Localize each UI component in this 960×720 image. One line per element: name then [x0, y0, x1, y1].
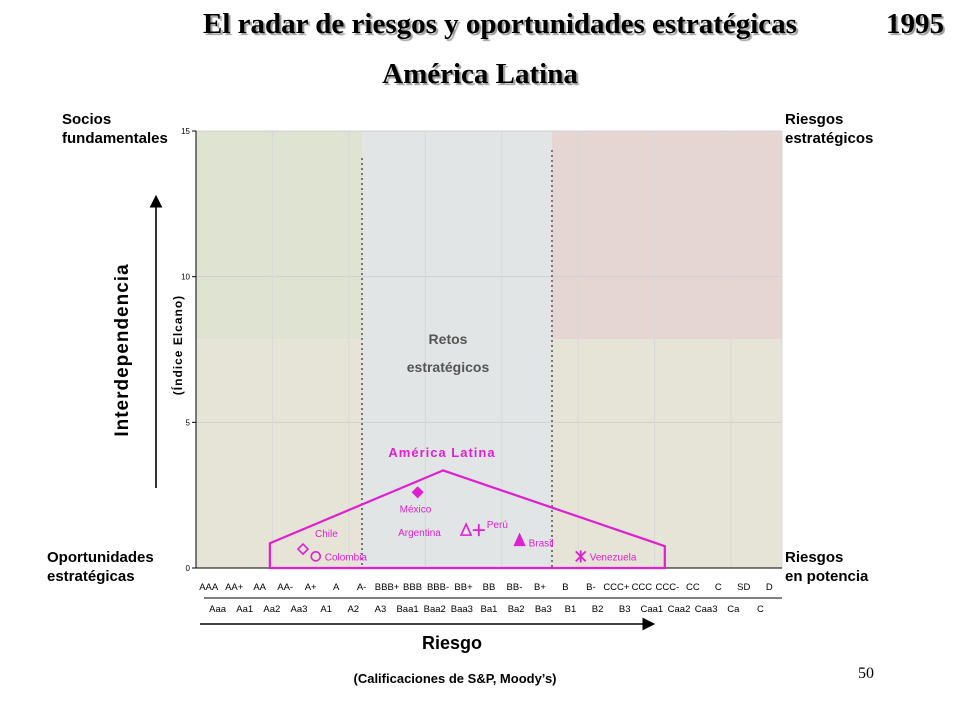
corner-label-top-right: Riesgos estratégicos: [785, 110, 873, 148]
point-label-argentina: Argentina: [398, 528, 441, 539]
region-socios-fundamentales: [196, 131, 362, 340]
x-tick-label-sp: B-: [586, 582, 596, 593]
x-tick-label-moodys: Aaa: [209, 604, 227, 615]
corner-label-bottom-left-line1: Oportunidades: [47, 549, 154, 566]
corner-label-bottom-right-line1: Riesgos: [785, 549, 844, 566]
x-tick-label-sp: AA+: [225, 582, 244, 593]
x-tick-label-moodys: B3: [619, 604, 631, 615]
chart-year: 1995: [886, 8, 944, 40]
x-tick-label-moodys: Baa1: [396, 604, 418, 615]
x-tick-label-sp: CCC: [632, 582, 653, 593]
point-label-chile: Chile: [315, 529, 338, 540]
chart-title: El radar de riesgos y oportunidades estr…: [203, 8, 797, 40]
point-marker-mexico: [411, 486, 424, 499]
x-tick-label-sp: D: [766, 582, 773, 593]
x-tick-label-sp: BB-: [507, 582, 523, 593]
x-tick-label-moodys: Ba1: [481, 604, 498, 615]
page-number: 50: [858, 665, 874, 682]
x-tick-label-sp: A-: [357, 582, 367, 593]
x-tick-label-moodys: C: [757, 604, 764, 615]
group-label: América Latina: [388, 445, 495, 460]
zone-label-retos-line2: estratégicos: [407, 359, 490, 375]
point-label-colombia: Colombia: [325, 552, 368, 563]
x-axis-sublabel: (Calificaciones de S&P, Moody’s): [354, 671, 557, 686]
region-oportunidades-estrategicas: [196, 339, 362, 568]
x-tick-label-sp: A+: [305, 582, 317, 593]
x-tick-label-sp: C: [715, 582, 722, 593]
x-tick-label-sp: BBB+: [375, 582, 400, 593]
point-marker-brasil: [513, 532, 526, 547]
zone-label-retos-line1: Retos: [429, 331, 468, 347]
x-tick-label-moodys: Baa2: [424, 604, 446, 615]
x-tick-label-sp: AAA: [199, 582, 219, 593]
corner-label-top-left: Socios fundamentales: [62, 110, 168, 148]
x-tick-label-sp: CC: [686, 582, 700, 593]
y-tick-label: 15: [181, 127, 190, 136]
chart-subtitle: América Latina: [382, 58, 578, 90]
corner-label-top-right-line2: estratégicos: [785, 130, 874, 147]
point-label-venezuela: Venezuela: [590, 552, 637, 563]
point-marker-colombia: [310, 551, 322, 562]
point-label-mexico: México: [400, 504, 432, 515]
corner-label-bottom-right-line2: en potencia: [785, 568, 869, 585]
point-marker-venezuela: [575, 550, 587, 563]
x-tick-label-sp: BBB-: [427, 582, 449, 593]
region-riesgos-estrategicos: [552, 131, 782, 340]
x-tick-label-sp: CCC-: [655, 582, 679, 593]
x-tick-label-sp: B+: [534, 582, 546, 593]
x-tick-label-sp: SD: [737, 582, 750, 593]
x-tick-label-sp: CCC+: [603, 582, 630, 593]
region-retos-estrategicos: [362, 131, 552, 568]
point-label-peru: Perú: [487, 520, 508, 531]
point-label-brasil: Brasil: [529, 538, 554, 549]
x-tick-label-moodys: Baa3: [451, 604, 473, 615]
x-tick-label-sp: B: [562, 582, 568, 593]
y-axis-label: Interdependencia: [112, 263, 133, 436]
corner-label-top-right-line1: Riesgos: [785, 111, 844, 128]
x-tick-label-sp: BBB: [403, 582, 422, 593]
y-tick-label: 0: [186, 564, 191, 573]
x-tick-label-moodys: A1: [320, 604, 332, 615]
region-riesgos-en-potencia: [552, 339, 782, 568]
point-marker-argentina: [459, 522, 473, 536]
x-tick-label-moodys: Aa3: [291, 604, 308, 615]
x-tick-label-moodys: A3: [375, 604, 387, 615]
x-tick-label-moodys: Aa1: [236, 604, 253, 615]
point-marker-chile: [296, 542, 310, 556]
x-tick-label-sp: A: [333, 582, 340, 593]
x-tick-label-moodys: B1: [565, 604, 577, 615]
point-marker-peru: [472, 524, 485, 537]
corner-label-bottom-left: Oportunidades estratégicas: [47, 548, 154, 586]
group-outline-america-latina: [268, 469, 666, 570]
x-tick-label-moodys: Caa3: [695, 604, 718, 615]
corner-label-top-left-line2: fundamentales: [62, 130, 168, 147]
x-tick-label-moodys: Aa2: [263, 604, 280, 615]
x-tick-label-sp: AA-: [277, 582, 293, 593]
corner-label-bottom-right: Riesgos en potencia: [785, 548, 868, 586]
x-tick-label-moodys: B2: [592, 604, 604, 615]
corner-label-top-left-line1: Socios: [62, 111, 112, 128]
x-axis-label: Riesgo: [422, 633, 482, 653]
y-axis-sublabel: (Índice Elcano): [170, 295, 185, 395]
x-tick-label-sp: AA: [253, 582, 266, 593]
x-tick-label-moodys: A2: [347, 604, 359, 615]
y-tick-label: 10: [181, 273, 190, 282]
x-tick-label-moodys: Ba3: [535, 604, 552, 615]
y-tick-label: 5: [186, 418, 191, 427]
corner-label-bottom-left-line2: estratégicas: [47, 568, 135, 585]
x-tick-label-sp: BB+: [454, 582, 473, 593]
x-tick-label-moodys: Ca: [727, 604, 740, 615]
x-tick-label-moodys: Caa2: [668, 604, 691, 615]
x-tick-label-moodys: Ba2: [508, 604, 525, 615]
x-tick-label-sp: BB: [483, 582, 496, 593]
x-tick-label-moodys: Caa1: [640, 604, 663, 615]
